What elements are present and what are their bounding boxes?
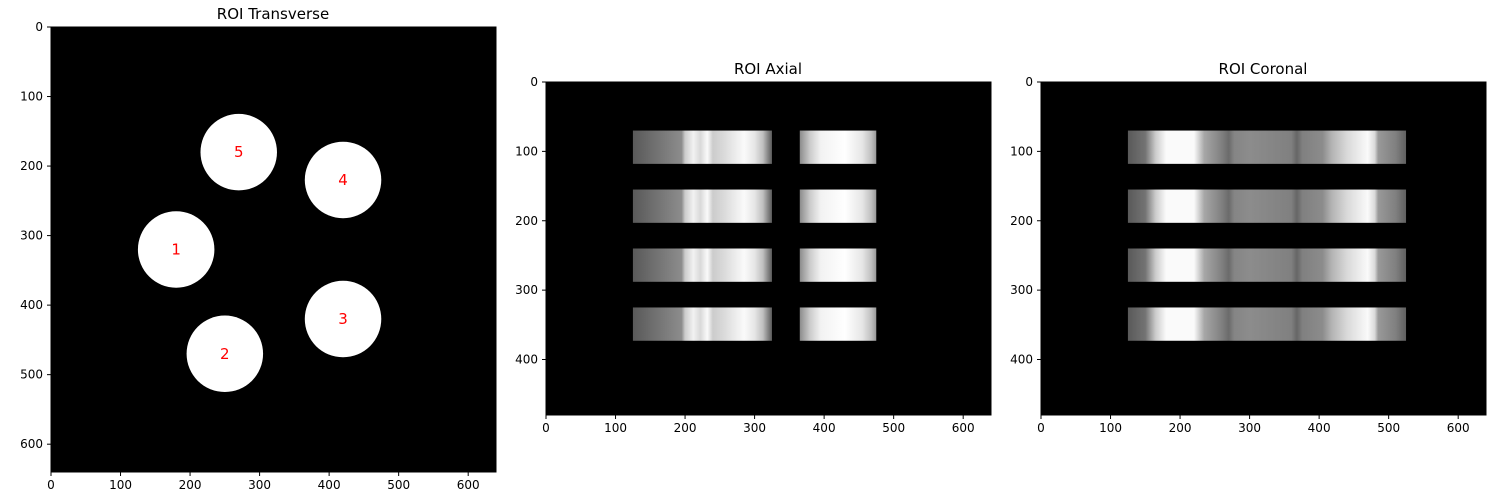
x-tick-label: 500 <box>882 421 905 435</box>
y-tick-label: 200 <box>1010 214 1033 228</box>
panel-roi-transverse: ROI Transverse 1 2 3 4 5 0 100 200 300 400 500 600 0… <box>20 5 497 492</box>
panel-roi-coronal: ROI Coronal 0 100 200 300 400 500 600 0 100 200 30… <box>1010 60 1487 435</box>
x-tick-label: 100 <box>604 421 627 435</box>
y-tick-label: 500 <box>20 368 43 382</box>
x-tick-label: 400 <box>813 421 836 435</box>
y-tick-label: 400 <box>515 353 538 367</box>
axes-frame <box>1040 81 1487 416</box>
y-tick-label: 0 <box>35 20 43 34</box>
x-tick-label: 300 <box>743 421 766 435</box>
intensity-strip <box>632 248 772 282</box>
intensity-strip <box>799 130 877 164</box>
x-tick-label: 200 <box>674 421 697 435</box>
chart-title: ROI Transverse <box>217 5 329 23</box>
x-tick-label: 500 <box>1377 421 1400 435</box>
intensity-strip <box>1127 307 1407 341</box>
x-tick-label: 300 <box>1238 421 1261 435</box>
intensity-strip <box>799 307 877 341</box>
chart-title: ROI Coronal <box>1219 60 1308 78</box>
plot-area: 0 100 200 300 400 500 600 0 100 200 300 400 <box>515 75 992 435</box>
axes-frame <box>50 26 497 473</box>
x-tick-label: 600 <box>952 421 975 435</box>
x-tick-label: 600 <box>1447 421 1470 435</box>
roi-circle <box>304 280 382 358</box>
roi-circle <box>137 211 215 288</box>
roi-label: 4 <box>338 171 348 189</box>
axes-frame <box>545 81 992 416</box>
y-tick-label: 100 <box>1010 144 1033 158</box>
roi-circle <box>200 113 277 191</box>
y-tick-label: 300 <box>20 229 43 243</box>
roi-label: 3 <box>338 310 348 328</box>
intensity-strip <box>1127 189 1407 223</box>
x-tick-label: 0 <box>542 421 550 435</box>
y-tick-label: 0 <box>1025 75 1033 89</box>
roi-circle <box>186 315 264 393</box>
roi-circle <box>304 141 382 219</box>
intensity-strip <box>632 130 772 164</box>
y-tick-label: 100 <box>515 144 538 158</box>
x-tick-label: 0 <box>1037 421 1045 435</box>
roi-label: 5 <box>234 143 244 161</box>
intensity-strip <box>1127 130 1407 164</box>
x-tick-label: 200 <box>179 478 202 492</box>
intensity-strip <box>799 189 877 223</box>
y-tick-label: 300 <box>515 283 538 297</box>
x-tick-label: 0 <box>47 478 55 492</box>
x-tick-label: 100 <box>109 478 132 492</box>
intensity-strip <box>799 248 877 282</box>
y-tick-label: 400 <box>1010 353 1033 367</box>
plot-area: 0 100 200 300 400 500 600 0 100 200 300 400 <box>1010 75 1487 435</box>
y-tick-label: 100 <box>20 90 43 104</box>
y-tick-label: 400 <box>20 298 43 312</box>
x-tick-label: 400 <box>1308 421 1331 435</box>
roi-label: 1 <box>171 241 181 259</box>
y-tick-label: 200 <box>515 214 538 228</box>
roi-label: 2 <box>220 345 230 363</box>
y-tick-label: 600 <box>20 437 43 451</box>
panel-roi-axial: ROI Axial 0 100 200 300 400 500 600 0 100 200 300 4… <box>515 60 992 435</box>
image-background <box>51 27 496 472</box>
x-tick-label: 600 <box>457 478 480 492</box>
intensity-strip <box>632 189 772 223</box>
x-tick-label: 100 <box>1099 421 1122 435</box>
intensity-strip <box>1127 248 1407 282</box>
x-tick-label: 200 <box>1169 421 1192 435</box>
y-tick-label: 200 <box>20 159 43 173</box>
intensity-strip <box>632 307 772 341</box>
y-tick-label: 300 <box>1010 283 1033 297</box>
x-tick-label: 300 <box>248 478 271 492</box>
y-tick-label: 0 <box>530 75 538 89</box>
x-tick-label: 400 <box>318 478 341 492</box>
plot-area: 1 2 3 4 5 0 100 200 300 400 500 600 0 100 200 300 400 500… <box>20 20 497 492</box>
chart-title: ROI Axial <box>734 60 802 78</box>
x-tick-label: 500 <box>387 478 410 492</box>
